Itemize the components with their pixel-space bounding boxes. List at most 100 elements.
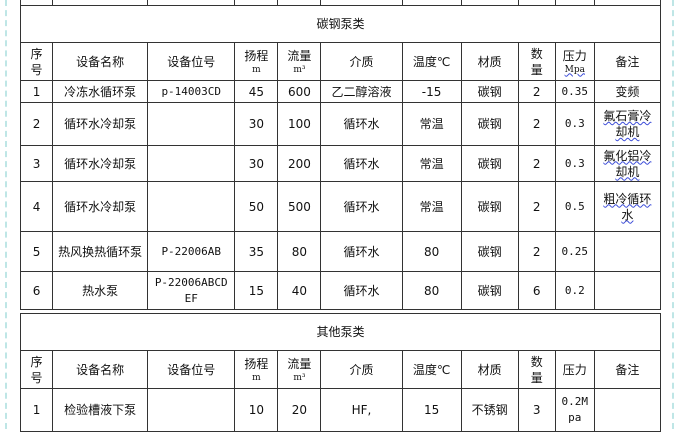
cell-material: 碳钢 [460, 271, 519, 310]
cell-material: 碳钢 [460, 102, 519, 146]
header-remark: 备注 [593, 350, 662, 389]
cell-flow: 200 [277, 145, 322, 182]
header-remark: 备注 [593, 42, 662, 81]
cell-pressure: 0.3 [554, 102, 595, 146]
header-label: 设备位号 [167, 362, 216, 377]
cell-remark: 变频 [593, 80, 662, 103]
cell-no: 6 [19, 271, 54, 310]
header-label: 设备名称 [76, 362, 125, 377]
cell-qty: 2 [517, 80, 556, 103]
header-material: 材质 [460, 42, 519, 81]
table-row: 5 热风换热循环泵 P-22006AB 35 80 循环水 80 碳钢 2 0.25 [19, 231, 662, 272]
cell-medium: 循环水 [320, 102, 403, 146]
cell-name: 热水泵 [52, 271, 149, 310]
cell-medium: 乙二醇溶液 [320, 80, 403, 103]
cell-head: 10 [234, 388, 279, 432]
header-temp: 温度℃ [401, 42, 462, 81]
header-label: 序号 [30, 354, 43, 385]
header-pressure: 压力 Mpa [554, 42, 595, 81]
table-row: 6 热水泵 P-22006ABCDEF 15 40 循环水 80 碳钢 6 0.2 [19, 271, 662, 310]
cell-flow: 600 [277, 80, 322, 103]
header-flow: 流量 m³ [277, 350, 322, 389]
header-head: 扬程 m [234, 42, 279, 81]
cell-remark: 粗冷循环水 [593, 181, 662, 232]
cell-flow: 20 [277, 388, 322, 432]
header-label: 扬程 [244, 48, 269, 63]
header-no: 序号 [19, 42, 54, 81]
header-label: 温度℃ [412, 54, 451, 69]
header-label: 序号 [30, 46, 43, 77]
unit-label: m³ [293, 372, 306, 383]
header-label: 备注 [615, 362, 640, 377]
cell-no: 5 [19, 231, 54, 272]
unit-label: m [252, 372, 261, 383]
cell-qty: 2 [517, 145, 556, 182]
carbon-steel-pump-table: 碳钢泵类 序号 设备名称 设备位号 扬程 m 流量 m³ 介质 温度℃ 材质 数量 压力 Mpa 备注 1 冷冻… [19, 0, 662, 310]
cell-pressure: 0.5 [554, 181, 595, 232]
cell-remark: 氟化铝冷却机 [593, 145, 662, 182]
table-row: 1 冷冻水循环泵 p-14003CD 45 600 乙二醇溶液 -15 碳钢 2 0.35 变频 [19, 80, 662, 103]
cell-temp: 常温 [401, 102, 462, 146]
cell-no: 4 [19, 181, 54, 232]
cell-qty: 6 [517, 271, 556, 310]
cell-pressure: 0.2Mpa [554, 388, 595, 432]
cell-no: 3 [19, 145, 54, 182]
cell-medium: 循环水 [320, 181, 403, 232]
header-row: 序号 设备名称 设备位号 扬程 m 流量 m³ 介质 温度℃ 材质 数量 压力 备注 [19, 350, 662, 389]
table-row: 3 循环水冷却泵 30 200 循环水 常温 碳钢 2 0.3 氟化铝冷却机 [19, 145, 662, 182]
cell-material: 碳钢 [460, 80, 519, 103]
cell-remark [593, 388, 662, 432]
cell-head: 15 [234, 271, 279, 310]
cell-no: 2 [19, 102, 54, 146]
header-label: 材质 [477, 54, 502, 69]
cell-head: 50 [234, 181, 279, 232]
header-label: 介质 [349, 362, 374, 377]
cell-no: 1 [19, 388, 54, 432]
cell-flow: 500 [277, 181, 322, 232]
header-label: 压力 [562, 362, 587, 377]
header-name: 设备名称 [52, 42, 149, 81]
cell-tag [147, 145, 236, 182]
page-margin-left [5, 0, 7, 429]
cell-name: 循环水冷却泵 [52, 145, 149, 182]
header-label: 数量 [530, 354, 543, 385]
unit-label: Mpa [564, 64, 585, 75]
cell-no: 1 [19, 80, 54, 103]
cell-tag [147, 102, 236, 146]
header-label: 材质 [477, 362, 502, 377]
other-pump-table: 其他泵类 序号 设备名称 设备位号 扬程 m 流量 m³ 介质 温度℃ 材质 数量 压力 备注 1 检验槽液下… [19, 313, 662, 432]
table-row: 1 检验槽液下泵 10 20 HF, 15 不锈钢 3 0.2Mpa [19, 388, 662, 432]
cell-head: 30 [234, 102, 279, 146]
remark-text: 氟化铝冷却机 [603, 148, 652, 179]
cell-temp: -15 [401, 80, 462, 103]
cell-tag: P-22006AB [147, 231, 236, 272]
section-title-row: 碳钢泵类 [20, 5, 661, 43]
remark-text: 粗冷循环水 [603, 191, 652, 222]
header-no: 序号 [19, 350, 54, 389]
cell-name: 循环水冷却泵 [52, 181, 149, 232]
cell-qty: 2 [517, 231, 556, 272]
cell-temp: 常温 [401, 181, 462, 232]
cell-flow: 40 [277, 271, 322, 310]
cell-pressure: 0.25 [554, 231, 595, 272]
header-label: 数量 [530, 46, 543, 77]
header-tag: 设备位号 [147, 350, 236, 389]
cell-qty: 3 [517, 388, 556, 432]
cell-flow: 80 [277, 231, 322, 272]
header-label: 压力 [562, 48, 587, 63]
cell-material: 碳钢 [460, 231, 519, 272]
cell-tag [147, 181, 236, 232]
cell-name: 循环水冷却泵 [52, 102, 149, 146]
header-row: 序号 设备名称 设备位号 扬程 m 流量 m³ 介质 温度℃ 材质 数量 压力 Mpa 备注 [19, 42, 662, 81]
header-flow: 流量 m³ [277, 42, 322, 81]
header-qty: 数量 [517, 350, 556, 389]
header-tag: 设备位号 [147, 42, 236, 81]
header-label: 备注 [615, 54, 640, 69]
cell-remark [593, 231, 662, 272]
cell-name: 热风换热循环泵 [52, 231, 149, 272]
header-pressure: 压力 [554, 350, 595, 389]
header-label: 介质 [349, 54, 374, 69]
table-row: 2 循环水冷却泵 30 100 循环水 常温 碳钢 2 0.3 氟石膏冷却机 [19, 102, 662, 146]
section-title-row: 其他泵类 [20, 313, 661, 351]
cell-material: 不锈钢 [460, 388, 519, 432]
